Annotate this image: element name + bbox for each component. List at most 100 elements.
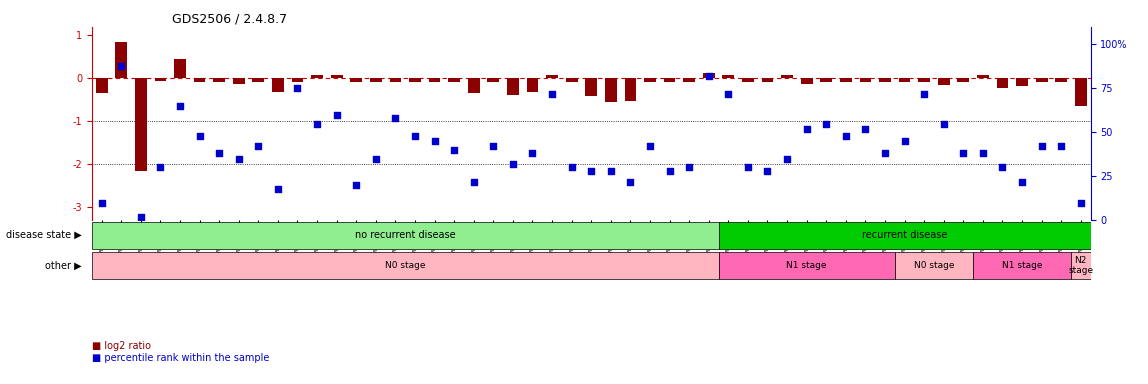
- Text: ■ log2 ratio: ■ log2 ratio: [92, 341, 150, 351]
- Bar: [311, 75, 323, 78]
- Bar: [957, 78, 969, 82]
- Bar: [879, 78, 891, 82]
- Bar: [860, 78, 871, 82]
- Bar: [135, 78, 147, 171]
- Point: [954, 150, 972, 156]
- Bar: [821, 78, 832, 82]
- Bar: [781, 75, 793, 78]
- Bar: [1016, 78, 1027, 86]
- Text: ■ percentile rank within the sample: ■ percentile rank within the sample: [92, 353, 270, 363]
- Bar: [644, 78, 656, 82]
- Point: [798, 126, 816, 132]
- Point: [327, 112, 346, 118]
- Point: [484, 143, 503, 149]
- Bar: [703, 73, 714, 78]
- Point: [405, 133, 424, 139]
- Bar: [409, 78, 421, 82]
- Point: [113, 63, 131, 69]
- Point: [738, 164, 757, 170]
- Point: [660, 168, 678, 174]
- Point: [366, 156, 385, 162]
- Bar: [996, 78, 1008, 88]
- Bar: [155, 78, 166, 81]
- Point: [915, 91, 933, 97]
- Point: [621, 179, 639, 185]
- Point: [543, 91, 561, 97]
- Bar: [233, 78, 245, 84]
- Point: [778, 156, 797, 162]
- Bar: [585, 78, 597, 96]
- Text: no recurrent disease: no recurrent disease: [355, 230, 456, 240]
- Text: N0 stage: N0 stage: [385, 261, 426, 270]
- Point: [974, 150, 992, 156]
- Point: [308, 121, 326, 127]
- Bar: [742, 78, 754, 82]
- Point: [152, 164, 170, 170]
- Bar: [761, 78, 774, 82]
- Bar: [664, 78, 675, 82]
- Text: recurrent disease: recurrent disease: [862, 230, 947, 240]
- Bar: [448, 78, 460, 82]
- Bar: [1035, 78, 1047, 82]
- Bar: [899, 78, 910, 82]
- Point: [230, 156, 248, 162]
- Point: [249, 143, 267, 149]
- Bar: [840, 78, 852, 82]
- Bar: [918, 78, 930, 82]
- Bar: [605, 78, 616, 102]
- Point: [837, 133, 855, 139]
- Bar: [428, 78, 441, 82]
- Bar: [977, 75, 988, 78]
- Bar: [292, 78, 303, 82]
- FancyBboxPatch shape: [719, 222, 1091, 249]
- Point: [523, 150, 542, 156]
- Text: N2
stage: N2 stage: [1069, 256, 1093, 275]
- Text: N0 stage: N0 stage: [914, 261, 954, 270]
- Text: N1 stage: N1 stage: [786, 261, 827, 270]
- Bar: [253, 78, 264, 82]
- Point: [1032, 143, 1050, 149]
- Point: [269, 185, 287, 192]
- Bar: [488, 78, 499, 82]
- FancyBboxPatch shape: [1071, 252, 1091, 279]
- Point: [759, 168, 777, 174]
- Bar: [546, 75, 558, 78]
- Bar: [527, 78, 538, 92]
- FancyBboxPatch shape: [894, 252, 974, 279]
- Bar: [370, 78, 381, 82]
- FancyBboxPatch shape: [92, 222, 719, 249]
- FancyBboxPatch shape: [719, 252, 894, 279]
- FancyBboxPatch shape: [92, 252, 719, 279]
- Point: [680, 164, 698, 170]
- Bar: [272, 78, 284, 92]
- Point: [191, 133, 209, 139]
- Bar: [801, 78, 813, 84]
- Bar: [115, 42, 127, 78]
- Text: other ▶: other ▶: [46, 260, 82, 270]
- Point: [504, 161, 522, 167]
- Text: N1 stage: N1 stage: [1002, 261, 1042, 270]
- Point: [993, 164, 1011, 170]
- Bar: [331, 75, 342, 78]
- Point: [817, 121, 836, 127]
- Bar: [194, 78, 205, 82]
- Bar: [214, 78, 225, 82]
- Bar: [625, 78, 636, 101]
- Point: [1052, 143, 1070, 149]
- Point: [641, 143, 659, 149]
- Point: [171, 103, 189, 109]
- Point: [934, 121, 953, 127]
- Point: [1071, 200, 1089, 206]
- Point: [93, 200, 111, 206]
- Point: [699, 73, 718, 79]
- Text: disease state ▶: disease state ▶: [6, 230, 82, 240]
- Point: [856, 126, 875, 132]
- Bar: [507, 78, 519, 95]
- Bar: [722, 75, 735, 78]
- Point: [719, 91, 737, 97]
- Point: [347, 182, 365, 188]
- Bar: [566, 78, 577, 82]
- FancyBboxPatch shape: [974, 252, 1071, 279]
- Bar: [683, 78, 695, 82]
- Bar: [350, 78, 362, 82]
